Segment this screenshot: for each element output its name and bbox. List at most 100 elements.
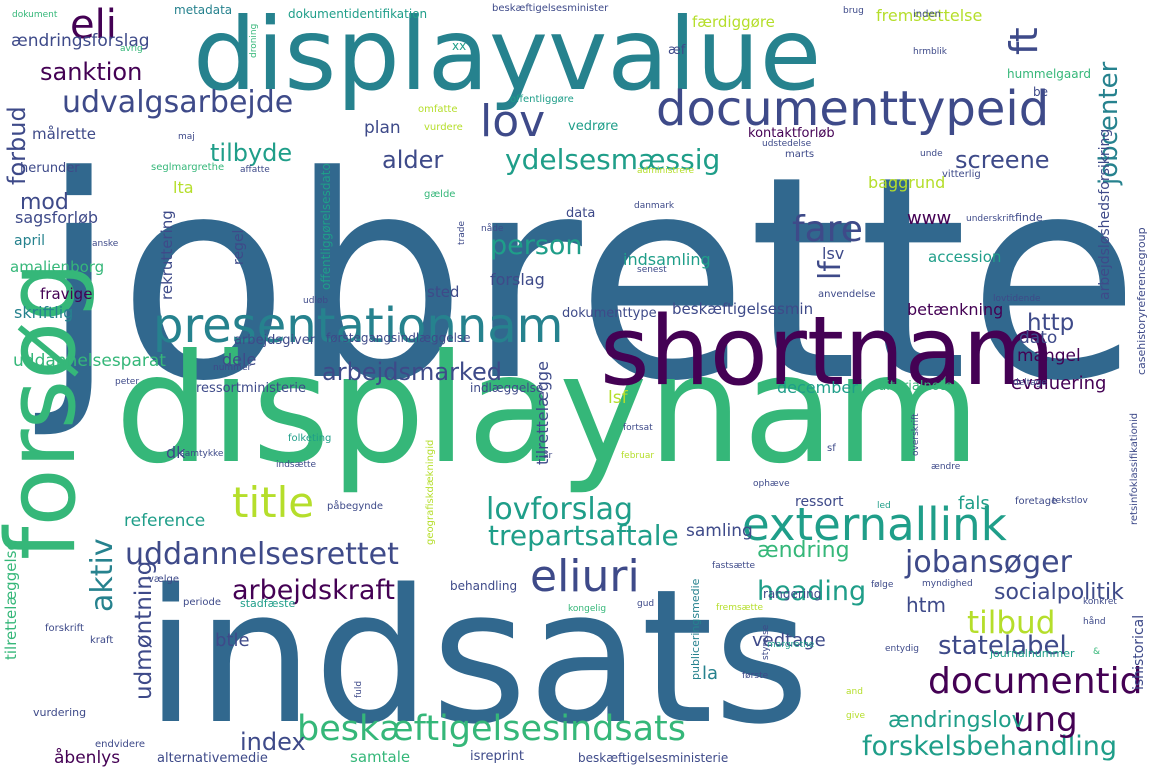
word-cloud-word: index xyxy=(240,728,306,756)
word-cloud-word: aktiv xyxy=(85,538,120,612)
word-cloud-word: forskrift xyxy=(45,623,84,634)
word-cloud-word: uddannelsesparat xyxy=(13,351,166,371)
word-cloud-word: arbejdsgiver xyxy=(234,333,316,348)
word-cloud-word: skriftlig xyxy=(14,303,74,322)
word-cloud-word: externallink xyxy=(742,498,1007,551)
word-cloud-word: sagsforløb xyxy=(15,208,99,227)
word-cloud-word: tilbyde xyxy=(210,139,293,167)
word-cloud-word: myndighed xyxy=(922,579,973,589)
word-cloud-word: isreprint xyxy=(470,749,524,764)
word-cloud-word: lsf xyxy=(608,388,628,408)
word-cloud-word: hrmblik xyxy=(913,47,947,57)
word-cloud-word: jobrette xyxy=(40,117,1140,443)
word-cloud-word: regel xyxy=(231,229,247,265)
word-cloud-word: presentationnam xyxy=(153,298,564,354)
word-cloud-word: uddannelsesrettet xyxy=(125,537,399,572)
word-cloud-word: fastsætte xyxy=(712,561,756,571)
word-cloud-word: accession xyxy=(928,248,1002,266)
word-cloud-word: udstedelse xyxy=(762,139,812,149)
word-cloud-word: senest xyxy=(637,265,667,275)
word-cloud-word: dokumenttype xyxy=(562,306,657,321)
word-cloud-word: eli xyxy=(70,2,117,48)
word-cloud-word: be xyxy=(1033,85,1048,99)
word-cloud-word: gælde xyxy=(424,189,456,200)
word-cloud-word: ændringslov xyxy=(888,708,1025,733)
word-cloud-word: peter xyxy=(115,377,140,387)
word-cloud-word: vitterlig xyxy=(942,169,981,180)
word-cloud-word: førstegangsindlæggelse xyxy=(326,331,471,345)
word-cloud-word: fortsat xyxy=(623,423,653,433)
word-cloud-word: mangel xyxy=(1017,346,1081,366)
word-cloud-word: vurdering xyxy=(33,706,87,719)
word-cloud-word: lov xyxy=(480,96,546,147)
word-cloud-word: ung xyxy=(1013,700,1078,740)
word-cloud-word: fremsætte xyxy=(716,603,764,613)
word-cloud-word: underskrift xyxy=(966,214,1015,224)
word-cloud-word: btle xyxy=(215,630,250,651)
word-cloud-word: brug xyxy=(843,6,864,16)
word-cloud-word: eliuri xyxy=(530,551,640,602)
word-cloud-word: dokument xyxy=(12,10,58,20)
word-cloud-word: æf xyxy=(668,43,686,58)
word-cloud-word: stadfæste xyxy=(240,597,296,610)
word-cloud-word: åbenlys xyxy=(54,748,121,768)
word-cloud-word: finde xyxy=(1015,211,1043,224)
word-cloud-word: vedtage xyxy=(752,630,826,651)
word-cloud-word: xx xyxy=(452,39,467,53)
word-cloud-word: hummelgaard xyxy=(1007,67,1091,81)
word-cloud-word: statelabel xyxy=(938,631,1067,661)
word-cloud-word: styrelse xyxy=(761,624,771,660)
word-cloud-word: endvidere xyxy=(95,739,146,750)
word-cloud-word: lta xyxy=(173,178,194,197)
word-cloud-word: tekstlov xyxy=(1052,496,1088,506)
word-cloud-word: første xyxy=(742,671,769,681)
word-cloud-word: seglmargrethe xyxy=(151,162,225,173)
word-cloud-word: nåde xyxy=(481,224,504,234)
word-cloud-word: margrethe xyxy=(767,640,815,650)
word-cloud-word: periode xyxy=(183,597,222,608)
word-cloud-word: alder xyxy=(382,146,444,174)
word-cloud-word: www xyxy=(907,208,952,229)
word-cloud-word: kongelig xyxy=(568,604,607,614)
word-cloud-word: sanktion xyxy=(40,58,143,86)
word-cloud-word: metadata xyxy=(174,3,233,17)
word-cloud-word: kraft xyxy=(90,635,114,646)
word-cloud-word: offentliggøre xyxy=(510,94,574,105)
word-cloud-word: lf xyxy=(813,261,848,280)
word-cloud-word: følge xyxy=(871,580,894,590)
word-cloud-word: anvendelse xyxy=(818,289,876,300)
word-cloud-word: plan xyxy=(364,118,401,138)
word-cloud-word: dk xyxy=(166,443,186,462)
word-cloud-word: dato xyxy=(1019,328,1058,348)
word-cloud-word: avrig xyxy=(120,44,143,54)
word-cloud-word: februar xyxy=(621,451,655,461)
word-cloud-word: inden xyxy=(913,9,941,20)
word-cloud-word: ydelsesmæssig xyxy=(505,143,721,176)
word-cloud-word: & xyxy=(1093,647,1101,657)
word-cloud-word: ft xyxy=(1002,27,1046,55)
word-cloud-word: geografiskdækningid xyxy=(425,439,436,545)
word-cloud-word: casehistoryreferencegroup xyxy=(1135,227,1148,375)
word-cloud-word: and xyxy=(846,687,863,697)
word-cloud-word: fuld xyxy=(354,680,364,698)
word-cloud-word: dokumentidentifikation xyxy=(288,7,428,21)
word-cloud-word: rangering xyxy=(763,587,822,601)
word-cloud-word: alternativemedie xyxy=(157,751,268,766)
word-cloud-word: arbejdsløshedsforsikring xyxy=(1097,128,1113,300)
word-cloud-word: nummer xyxy=(213,363,252,373)
word-cloud-word: retsinfoklassifikationid xyxy=(1129,412,1140,525)
word-cloud-word: amalienborg xyxy=(10,258,105,276)
word-cloud-word: led xyxy=(877,501,891,511)
word-cloud-word: indsats xyxy=(145,549,810,765)
word-cloud-word: ressortministerie xyxy=(196,381,306,396)
word-cloud-word: sf xyxy=(827,443,836,454)
word-cloud-word: indsætte xyxy=(276,460,317,470)
word-cloud-word: ændring xyxy=(757,538,850,563)
word-cloud-word: ressort xyxy=(795,494,844,510)
word-cloud-word: person xyxy=(490,230,583,261)
word-cloud-word: danmark xyxy=(634,201,675,211)
word-cloud-word: displaynam xyxy=(115,323,981,497)
word-cloud-word: sted xyxy=(427,283,460,301)
word-cloud-word: baggrund xyxy=(868,173,946,192)
